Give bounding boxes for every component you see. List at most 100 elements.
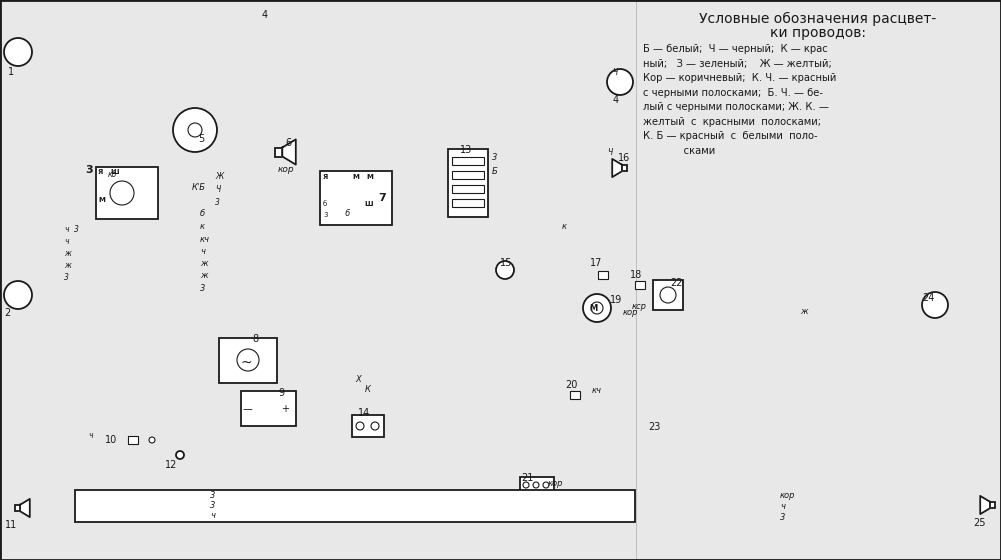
Text: Б — белый;  Ч — черный;  К — крас: Б — белый; Ч — черный; К — крас (643, 44, 828, 54)
Circle shape (607, 69, 633, 95)
Bar (452, 199, 484, 207)
Text: 3: 3 (215, 198, 220, 207)
Text: +: + (281, 404, 289, 414)
Text: ж: ж (200, 259, 207, 268)
Text: Б: Б (492, 167, 497, 176)
Circle shape (583, 294, 611, 322)
Text: ч: ч (780, 502, 785, 511)
Text: кор: кор (780, 491, 796, 500)
Bar (0, 0, 636, 560)
Circle shape (922, 292, 948, 318)
Text: 15: 15 (500, 258, 513, 268)
Polygon shape (613, 159, 622, 177)
Bar (128, 436, 138, 444)
Text: 6: 6 (344, 209, 349, 218)
Bar (598, 271, 608, 279)
Text: кч: кч (592, 386, 602, 395)
Bar (448, 149, 488, 217)
Text: желтый  с  красными  полосками;: желтый с красными полосками; (643, 116, 821, 127)
Text: ч: ч (210, 511, 215, 520)
Text: 6: 6 (285, 138, 291, 148)
Bar (352, 415, 384, 437)
Text: Ж: Ж (215, 172, 223, 181)
Text: 3: 3 (210, 491, 215, 500)
Circle shape (660, 287, 676, 303)
Text: 25: 25 (973, 518, 986, 528)
Polygon shape (980, 496, 990, 514)
Text: б: б (323, 201, 327, 207)
Text: 16: 16 (618, 153, 631, 163)
Text: кор: кор (278, 165, 294, 174)
Polygon shape (20, 499, 30, 517)
Text: к: к (562, 222, 567, 231)
Bar (452, 171, 484, 179)
Text: К'Б: К'Б (192, 183, 206, 192)
Circle shape (110, 181, 134, 205)
Text: 24: 24 (922, 293, 934, 303)
Text: ки проводов:: ки проводов: (770, 26, 866, 40)
Circle shape (176, 451, 184, 459)
Text: М: М (98, 197, 105, 203)
Text: ~: ~ (240, 356, 251, 370)
Text: ж: ж (64, 249, 71, 258)
Text: Я: Я (323, 174, 328, 180)
Text: —: — (243, 404, 252, 414)
Text: ч: ч (64, 225, 68, 234)
Bar (275, 147, 282, 156)
Bar (990, 502, 995, 508)
Text: к: к (200, 222, 205, 231)
Text: ный;   З — зеленый;    Ж — желтый;: ный; З — зеленый; Ж — желтый; (643, 58, 832, 68)
Text: 13: 13 (460, 145, 472, 155)
Circle shape (237, 349, 259, 371)
Circle shape (4, 281, 32, 309)
Text: Я: Я (98, 169, 103, 175)
Text: Ш: Ш (364, 201, 372, 207)
Bar (653, 280, 683, 310)
Text: 4: 4 (613, 95, 620, 105)
Text: Ч: Ч (607, 148, 613, 157)
Text: лый с черными полосками; Ж. К. —: лый с черными полосками; Ж. К. — (643, 102, 829, 112)
Bar (520, 477, 554, 493)
Bar (570, 391, 580, 399)
Text: Х: Х (355, 375, 360, 384)
Text: ч: ч (64, 237, 68, 246)
Bar (635, 0, 1001, 560)
Circle shape (523, 482, 529, 488)
Circle shape (173, 108, 217, 152)
Text: сками: сками (643, 146, 716, 156)
Text: 20: 20 (565, 380, 578, 390)
Text: М: М (366, 174, 373, 180)
Polygon shape (282, 139, 296, 165)
Bar (219, 338, 277, 383)
Text: 3: 3 (210, 501, 215, 510)
Text: Условные обозначения расцвет-: Условные обозначения расцвет- (700, 12, 937, 26)
Text: 10: 10 (105, 435, 117, 445)
Text: К: К (365, 385, 371, 394)
Text: 3: 3 (200, 284, 205, 293)
Bar (635, 281, 645, 289)
Text: кб: кб (108, 170, 117, 179)
Text: ч: ч (88, 431, 92, 440)
Text: кор: кор (623, 308, 639, 317)
Text: 3: 3 (323, 212, 327, 218)
Circle shape (591, 302, 603, 314)
Text: кор: кор (548, 479, 564, 488)
Circle shape (371, 422, 379, 430)
Text: Кор — коричневый;  К. Ч. — красный: Кор — коричневый; К. Ч. — красный (643, 73, 837, 83)
Bar (241, 391, 296, 426)
Text: 11: 11 (5, 520, 17, 530)
Text: ж: ж (200, 271, 207, 280)
Bar (75, 490, 635, 522)
Bar (452, 157, 484, 165)
Text: 21: 21 (521, 473, 534, 483)
Circle shape (356, 422, 364, 430)
Circle shape (149, 437, 155, 443)
Text: Ш: Ш (110, 169, 118, 175)
Text: 1: 1 (8, 67, 14, 77)
Text: 3: 3 (85, 165, 93, 175)
Text: кср: кср (632, 302, 647, 311)
Text: ж: ж (64, 261, 71, 270)
Text: 3: 3 (780, 513, 786, 522)
Text: 19: 19 (610, 295, 623, 305)
Text: 23: 23 (648, 422, 661, 432)
